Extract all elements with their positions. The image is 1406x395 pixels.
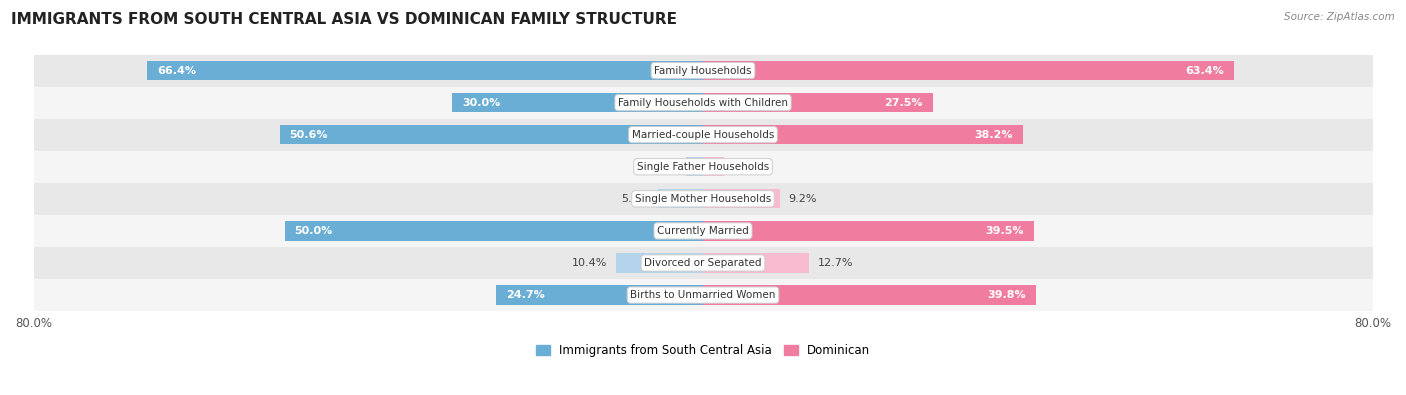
Text: 66.4%: 66.4%	[157, 66, 197, 75]
Bar	[34, 279, 1372, 311]
Text: 39.5%: 39.5%	[986, 226, 1024, 236]
Bar	[34, 55, 1372, 87]
Bar	[703, 189, 780, 209]
Bar	[703, 125, 1022, 144]
Text: 2.5%: 2.5%	[733, 162, 761, 172]
Bar	[616, 253, 703, 273]
Text: Divorced or Separated: Divorced or Separated	[644, 258, 762, 268]
Text: 9.2%: 9.2%	[789, 194, 817, 204]
Text: Currently Married: Currently Married	[657, 226, 749, 236]
Text: 50.0%: 50.0%	[295, 226, 333, 236]
Text: 38.2%: 38.2%	[974, 130, 1012, 140]
Text: Single Father Households: Single Father Households	[637, 162, 769, 172]
Text: Single Mother Households: Single Mother Households	[636, 194, 770, 204]
Text: 24.7%: 24.7%	[506, 290, 546, 300]
Text: 63.4%: 63.4%	[1185, 66, 1223, 75]
Bar	[284, 221, 703, 241]
Bar	[34, 151, 1372, 183]
Text: Births to Unmarried Women: Births to Unmarried Women	[630, 290, 776, 300]
Text: IMMIGRANTS FROM SOUTH CENTRAL ASIA VS DOMINICAN FAMILY STRUCTURE: IMMIGRANTS FROM SOUTH CENTRAL ASIA VS DO…	[11, 12, 678, 27]
Bar	[658, 189, 703, 209]
Text: 2.0%: 2.0%	[650, 162, 678, 172]
Text: Family Households: Family Households	[654, 66, 752, 75]
Bar	[703, 61, 1233, 80]
Text: Source: ZipAtlas.com: Source: ZipAtlas.com	[1284, 12, 1395, 22]
Bar	[496, 286, 703, 305]
Text: 12.7%: 12.7%	[818, 258, 853, 268]
Bar	[34, 118, 1372, 151]
Bar	[703, 157, 724, 177]
Bar	[703, 221, 1033, 241]
Bar	[34, 87, 1372, 118]
Bar	[34, 215, 1372, 247]
Text: Family Households with Children: Family Households with Children	[619, 98, 787, 107]
Text: Married-couple Households: Married-couple Households	[631, 130, 775, 140]
Text: 50.6%: 50.6%	[290, 130, 328, 140]
Bar	[703, 286, 1036, 305]
Bar	[148, 61, 703, 80]
Text: 10.4%: 10.4%	[572, 258, 607, 268]
Bar	[686, 157, 703, 177]
Text: 39.8%: 39.8%	[987, 290, 1026, 300]
Bar	[34, 183, 1372, 215]
Bar	[34, 247, 1372, 279]
Text: 27.5%: 27.5%	[884, 98, 924, 107]
Bar	[703, 93, 934, 112]
Text: 5.4%: 5.4%	[621, 194, 650, 204]
Bar	[703, 253, 810, 273]
Bar	[280, 125, 703, 144]
Bar	[451, 93, 703, 112]
Legend: Immigrants from South Central Asia, Dominican: Immigrants from South Central Asia, Domi…	[531, 339, 875, 362]
Text: 30.0%: 30.0%	[463, 98, 501, 107]
